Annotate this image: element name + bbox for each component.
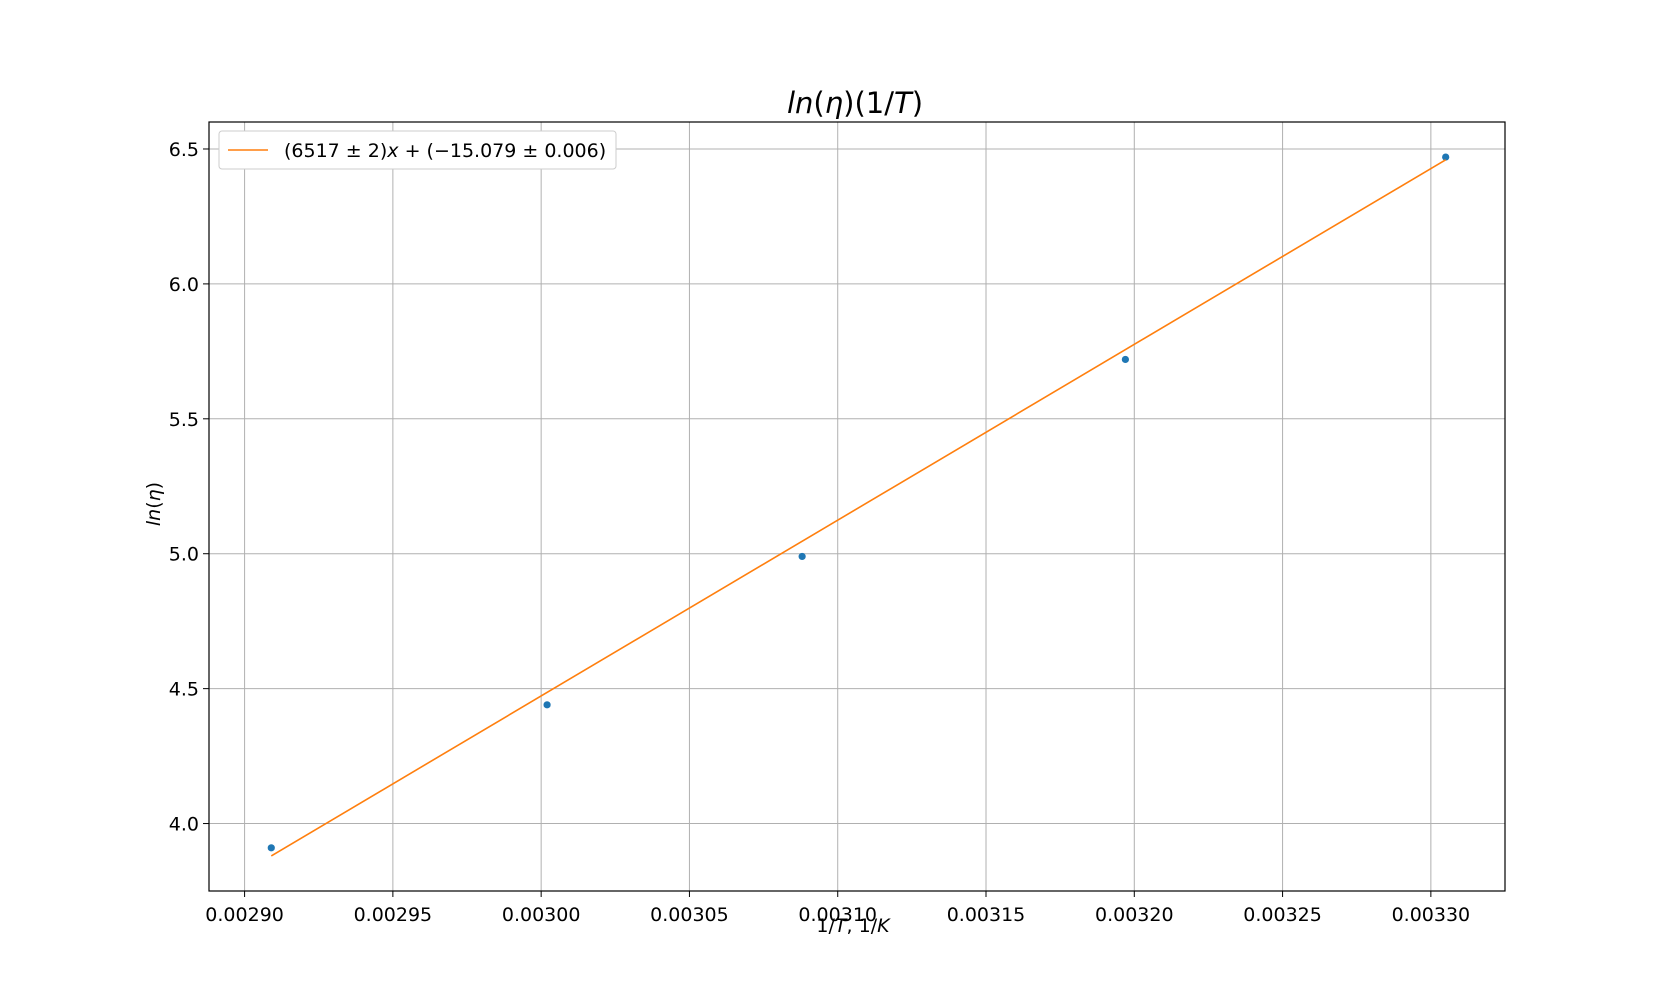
x-tick-label: 0.00295 — [354, 904, 433, 926]
data-point — [798, 552, 806, 561]
x-tick-label: 0.00320 — [1095, 904, 1174, 926]
plot-marks — [267, 153, 1450, 857]
x-tick-label: 0.00290 — [205, 904, 284, 926]
grid — [209, 122, 1505, 891]
x-tick-label: 0.00310 — [798, 904, 877, 926]
x-tick-label: 0.00315 — [947, 904, 1026, 926]
chart-title: ln(η)(1/T) — [787, 86, 923, 120]
y-axis-label: ln(η) — [143, 482, 165, 526]
x-tick-label: 0.00330 — [1392, 904, 1471, 926]
y-tick-label: 5.5 — [169, 409, 199, 431]
x-axis-label: 1/T, 1/K — [816, 915, 891, 937]
fit-line — [270, 159, 1447, 857]
x-tick-label: 0.00325 — [1243, 904, 1322, 926]
data-point — [543, 701, 551, 709]
legend-label: (6517 ± 2)x + (−15.079 ± 0.006) — [284, 140, 606, 162]
x-tick-label: 0.00300 — [502, 904, 581, 926]
x-tick-label: 0.00305 — [650, 904, 729, 926]
y-tick-label: 6.0 — [169, 274, 199, 296]
y-tick-label: 4.0 — [169, 814, 199, 836]
legend-box — [218, 130, 617, 170]
data-point — [1121, 355, 1129, 364]
y-tick-label: 6.5 — [169, 139, 199, 161]
y-tick-label: 5.0 — [169, 544, 199, 566]
data-point — [267, 844, 275, 852]
y-tick-label: 4.5 — [169, 679, 199, 701]
legend: (6517 ± 2)x + (−15.079 ± 0.006) — [218, 130, 617, 170]
ticks: 0.00290 0.00295 0.00300 0.00305 0.00310 0.003… — [169, 139, 1470, 926]
data-point — [1442, 153, 1450, 161]
plot-frame — [208, 121, 1506, 892]
